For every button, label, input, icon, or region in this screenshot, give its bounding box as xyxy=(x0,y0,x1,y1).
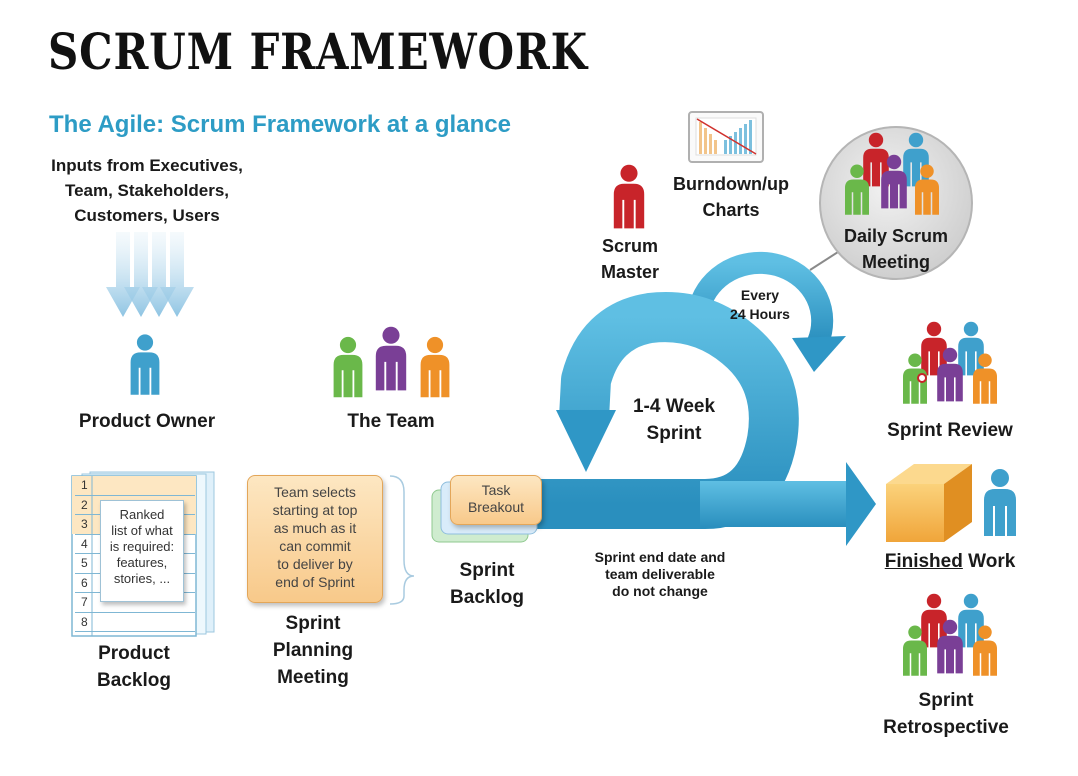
planning-bracket xyxy=(389,475,415,605)
sprint-review-label: Sprint Review xyxy=(887,420,1013,441)
sprint-retrospective-people-icon xyxy=(903,593,997,676)
finished-work-label: Finished Work xyxy=(884,551,1016,572)
planning-note: Team selects starting at top as much as … xyxy=(247,475,383,603)
input-arrows xyxy=(106,232,194,317)
product-owner-label: Product Owner xyxy=(78,411,216,432)
finished-work-box-icon xyxy=(886,464,972,542)
backlog-note: Ranked list of what is required: feature… xyxy=(100,500,184,602)
page-title: SCRUM FRAMEWORK xyxy=(48,22,588,81)
task-breakout-card: Task Breakout xyxy=(450,475,542,525)
backlog-row: 8 xyxy=(75,613,195,632)
sprint-review-people-icon xyxy=(903,321,997,404)
page-subtitle: The Agile: Scrum Framework at a glance xyxy=(49,111,511,138)
sprint-loop-arrow xyxy=(532,292,876,546)
bubble-pointer xyxy=(809,251,839,271)
daily-loop-arrow xyxy=(691,251,846,372)
backlog-row: 7 xyxy=(75,593,195,613)
scrum-master-icon xyxy=(613,164,645,229)
team-label: The Team xyxy=(347,411,435,432)
finished-work-person-icon xyxy=(984,469,1016,536)
product-owner-icon xyxy=(130,334,160,395)
burndown-chart-icon xyxy=(688,111,764,163)
team-icon xyxy=(333,326,450,398)
backlog-row: 1 xyxy=(75,476,195,496)
